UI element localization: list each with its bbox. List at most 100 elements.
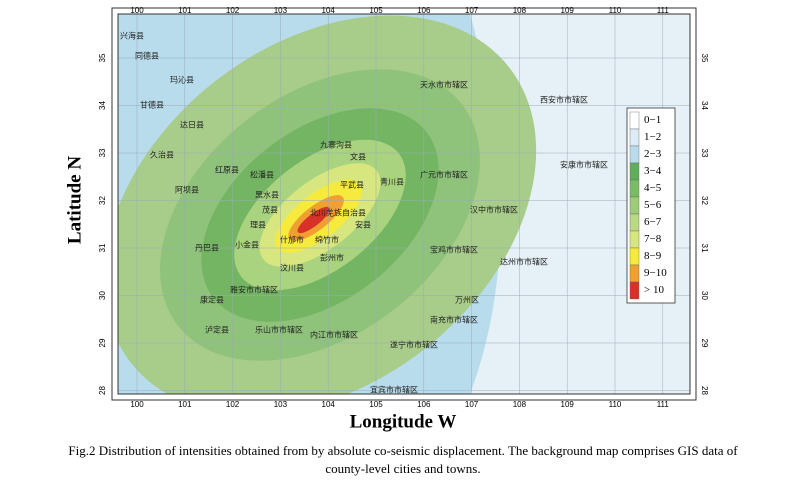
x-tick-label: 110 bbox=[609, 400, 622, 409]
legend: 0−1 1−2 2−3 3−4 4−5 5−6 6−7 7−8 8−9 9−10 > 10 bbox=[626, 107, 676, 304]
legend-label: 4−5 bbox=[644, 182, 662, 194]
place-label: 什邡市 bbox=[280, 235, 304, 245]
y-tick-label: 30 bbox=[98, 291, 107, 300]
y-tick-label: 31 bbox=[700, 244, 709, 253]
legend-label: 6−7 bbox=[644, 216, 662, 228]
y-tick-label: 28 bbox=[98, 386, 107, 395]
legend-label: 2−3 bbox=[644, 148, 662, 160]
x-tick-label: 109 bbox=[561, 6, 575, 15]
legend-label: 7−8 bbox=[644, 233, 662, 245]
y-tick-label: 34 bbox=[98, 101, 107, 110]
legend-swatch bbox=[629, 196, 640, 215]
x-tick-label: 107 bbox=[465, 6, 479, 15]
y-tick-label: 29 bbox=[98, 338, 107, 347]
y-tick-label: 35 bbox=[700, 54, 709, 63]
ticks: 100 100 101 101 102 102 103 103 104 104 105 105 106 1… bbox=[98, 6, 709, 409]
place-label: 兴海县 bbox=[120, 31, 144, 41]
place-label: 绵竹市 bbox=[315, 235, 339, 245]
place-label: 阿坝县 bbox=[175, 186, 199, 195]
x-tick-label: 106 bbox=[417, 400, 431, 409]
place-label: 甘德县 bbox=[140, 100, 164, 110]
place-label: 万州区 bbox=[455, 296, 479, 305]
legend-label: 9−10 bbox=[644, 267, 667, 279]
y-tick-label: 33 bbox=[700, 149, 709, 158]
x-tick-label: 105 bbox=[369, 6, 383, 15]
place-label: 九寨沟县 bbox=[320, 140, 352, 150]
place-label: 汉中市市辖区 bbox=[470, 205, 518, 215]
place-label: 安县 bbox=[355, 220, 371, 230]
legend-label: 5−6 bbox=[644, 199, 662, 211]
x-tick-label: 100 bbox=[130, 6, 144, 15]
place-label: 平武县 bbox=[340, 180, 364, 190]
place-label: 黑水县 bbox=[255, 190, 279, 200]
place-label: 玛沁县 bbox=[170, 75, 194, 85]
y-tick-label: 30 bbox=[700, 291, 709, 300]
x-tick-label: 103 bbox=[274, 400, 288, 409]
outer-frame bbox=[111, 7, 697, 401]
y-tick-label: 35 bbox=[98, 53, 107, 62]
x-tick-label: 108 bbox=[513, 6, 527, 15]
legend-label: > 10 bbox=[644, 284, 664, 296]
place-label: 松潘县 bbox=[250, 170, 274, 180]
y-tick-label: 34 bbox=[700, 101, 709, 110]
y-tick-label: 33 bbox=[98, 148, 107, 157]
x-axis-title: Longitude W bbox=[350, 411, 457, 432]
place-label: 乐山市市辖区 bbox=[255, 325, 303, 335]
x-tick-label: 100 bbox=[130, 400, 144, 409]
place-label: 南充市市辖区 bbox=[430, 315, 478, 325]
intensity-contours bbox=[118, 15, 537, 394]
x-tick-label: 108 bbox=[513, 400, 527, 409]
legend-label: 3−4 bbox=[644, 165, 662, 177]
place-label: 天水市市辖区 bbox=[420, 80, 468, 90]
zone-over-10 bbox=[297, 206, 330, 234]
legend-swatch bbox=[629, 281, 640, 300]
x-tick-label: 110 bbox=[609, 6, 622, 15]
y-tick-label: 28 bbox=[700, 386, 709, 395]
y-tick-label: 31 bbox=[98, 243, 107, 252]
place-label: 文县 bbox=[350, 152, 366, 162]
legend-label: 1−2 bbox=[644, 131, 661, 143]
place-label: 康定县 bbox=[200, 295, 224, 305]
legend-swatch bbox=[629, 247, 640, 266]
x-tick-label: 107 bbox=[465, 400, 479, 409]
place-label: 达日县 bbox=[180, 120, 204, 130]
place-label: 汶川县 bbox=[280, 263, 304, 273]
x-tick-label: 101 bbox=[178, 400, 192, 409]
place-label: 彭州市 bbox=[320, 253, 344, 263]
legend-swatch bbox=[629, 128, 640, 147]
y-tick-label: 32 bbox=[98, 196, 107, 205]
legend-label: 0−1 bbox=[644, 114, 661, 126]
place-label: 久治县 bbox=[150, 150, 174, 160]
x-tick-label: 104 bbox=[322, 6, 336, 15]
x-tick-label: 103 bbox=[274, 6, 288, 15]
legend-swatch bbox=[629, 179, 640, 198]
place-label: 同德县 bbox=[135, 51, 159, 61]
place-label: 茂县 bbox=[262, 205, 278, 215]
y-tick-label: 32 bbox=[700, 196, 709, 205]
map-frame bbox=[117, 13, 691, 395]
legend-swatch bbox=[629, 230, 640, 249]
legend-swatch bbox=[629, 213, 640, 232]
place-label: 丹巴县 bbox=[195, 244, 219, 253]
legend-swatch bbox=[629, 145, 640, 164]
place-label: 宝鸡市市辖区 bbox=[430, 245, 478, 255]
place-label: 遂宁市市辖区 bbox=[390, 340, 438, 350]
caption-line: county-level cities and towns. bbox=[325, 461, 480, 476]
grid bbox=[118, 14, 690, 394]
x-tick-label: 111 bbox=[657, 400, 670, 409]
place-label: 红原县 bbox=[215, 165, 239, 175]
place-label: 雅安市市辖区 bbox=[230, 285, 278, 295]
place-label: 西安市市辖区 bbox=[540, 95, 588, 105]
place-label: 内江市市辖区 bbox=[310, 330, 358, 340]
legend-swatch bbox=[629, 264, 640, 283]
x-tick-label: 106 bbox=[417, 6, 431, 15]
legend-label: 8−9 bbox=[644, 250, 662, 262]
caption-line: Fig.2 Distribution of intensities obtain… bbox=[68, 443, 738, 458]
place-label: 北川羌族自治县 bbox=[310, 208, 366, 218]
place-label: 广元市市辖区 bbox=[420, 170, 468, 180]
y-axis-title: Latitude N bbox=[64, 156, 85, 244]
x-tick-label: 102 bbox=[226, 6, 240, 15]
